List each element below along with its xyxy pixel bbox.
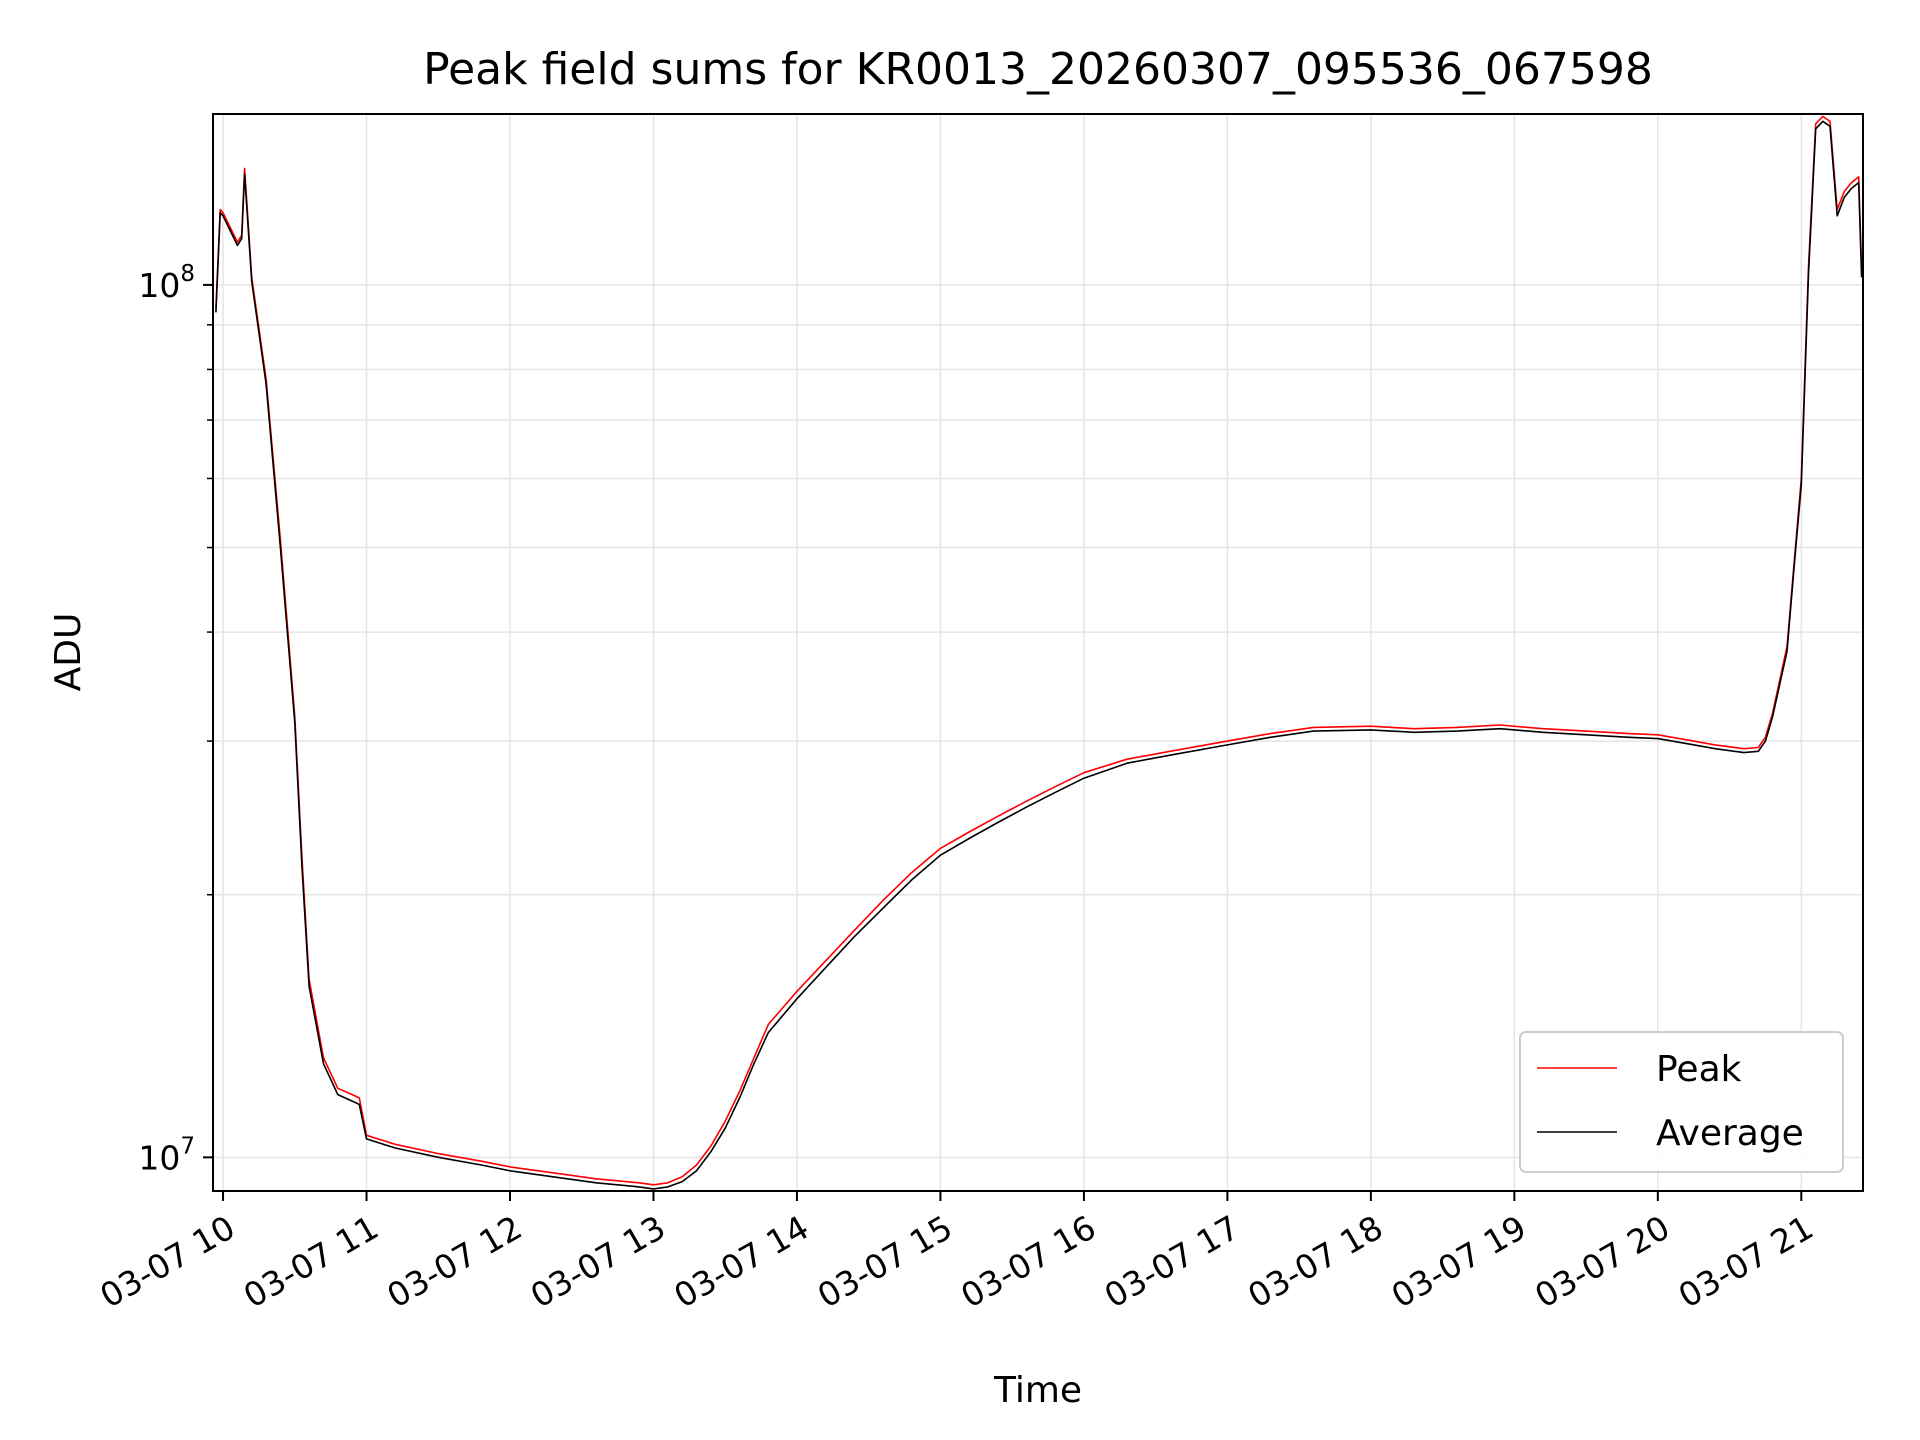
legend: Peak Average — [1519, 1031, 1844, 1173]
plot-frame — [212, 113, 1864, 1192]
series-line-average — [215, 120, 1863, 1190]
series-line-peak — [215, 115, 1863, 1186]
series-layer — [215, 115, 1863, 1190]
grid — [213, 114, 1863, 1191]
x-axis-label: Time — [993, 1370, 1082, 1411]
legend-box — [1519, 1031, 1844, 1173]
legend-average-label: Average — [1656, 1113, 1804, 1154]
y-tick-label: 108 — [138, 261, 195, 305]
chart-title: Peak field sums for KR0013_20260307_0955… — [423, 44, 1653, 95]
y-tick-label: 107 — [138, 1133, 195, 1177]
legend-peak-label: Peak — [1656, 1049, 1742, 1090]
y-axis-label: ADU — [48, 613, 89, 692]
